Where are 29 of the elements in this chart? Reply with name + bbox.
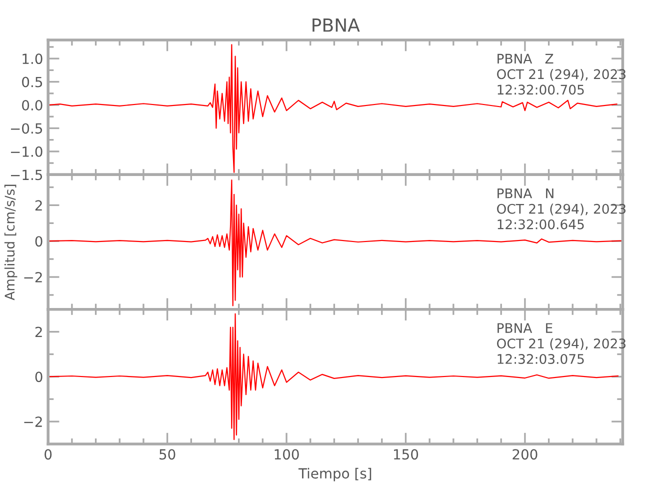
- y-tick-label: 0: [35, 236, 42, 247]
- annotation: PBNA N: [498, 188, 554, 198]
- y-tick-label: −2: [24, 416, 42, 427]
- annotation: PBNA Z: [498, 54, 554, 64]
- y-tick-label: 1.0: [22, 54, 42, 64]
- annotation: 12:32:03.075: [498, 354, 584, 364]
- annotation: 12:32:00.645: [498, 219, 584, 230]
- y-tick-label: −1.5: [10, 170, 42, 180]
- annotation: OCT 21 (294), 2023: [497, 338, 626, 350]
- y-tick-label: 2: [35, 200, 42, 210]
- y-axis-title: Amplitud [cm/s/s]: [4, 184, 18, 300]
- x-tick-label: 200: [512, 449, 538, 460]
- y-tick-label: 0: [35, 372, 42, 382]
- y-tick-label: −0.5: [10, 123, 42, 134]
- annotation: OCT 21 (294), 2023: [497, 204, 626, 216]
- y-tick-label: 2: [35, 326, 42, 338]
- y-tick-label: −2: [24, 272, 42, 282]
- annotation: PBNA E: [498, 323, 552, 333]
- x-tick-label: 50: [160, 449, 176, 460]
- x-axis-title: Tiempo [s]: [298, 468, 372, 482]
- y-tick-label: −1.0: [10, 146, 42, 157]
- chart-title: PBNA: [312, 18, 360, 32]
- x-tick-label: 0: [44, 449, 52, 460]
- x-tick-label: 100: [274, 449, 299, 460]
- annotation: 12:32:00.705: [498, 84, 584, 95]
- annotation: OCT 21 (294), 2023: [497, 68, 626, 81]
- x-tick-label: 150: [394, 449, 418, 460]
- y-tick-label: 0.5: [22, 76, 42, 88]
- y-tick-label: 0.0: [22, 100, 42, 110]
